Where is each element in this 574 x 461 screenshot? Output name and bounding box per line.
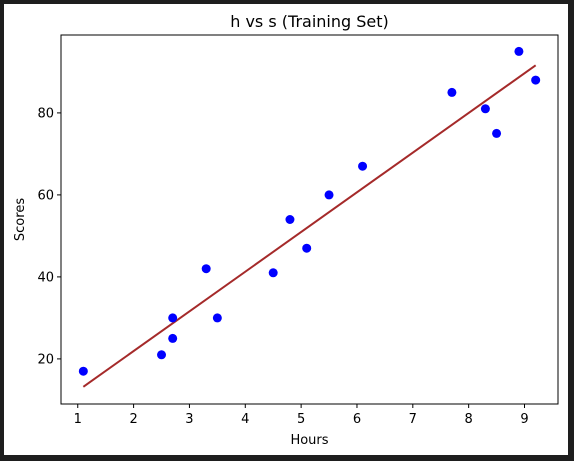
regression-line xyxy=(82,64,537,388)
data-point xyxy=(268,268,278,278)
data-point xyxy=(168,333,178,343)
x-tick-label: 2 xyxy=(129,412,137,427)
data-point xyxy=(358,161,368,171)
y-tick-label: 80 xyxy=(37,106,54,121)
data-point xyxy=(212,313,222,323)
data-point xyxy=(492,128,502,138)
data-point xyxy=(285,215,295,224)
data-point xyxy=(78,366,88,376)
x-axis-label: Hours xyxy=(290,433,328,448)
x-tick-label: 8 xyxy=(465,412,473,427)
axes-frame xyxy=(60,34,559,405)
x-tick-label: 7 xyxy=(409,412,417,427)
data-point xyxy=(324,190,334,200)
x-tick-label: 4 xyxy=(241,412,249,427)
data-point xyxy=(514,46,524,56)
data-point xyxy=(302,243,312,253)
plot-area: 1 2 3 4 5 6 7 8 9 20 40 60 80 xyxy=(37,34,559,427)
chart-title: h vs s (Training Set) xyxy=(230,12,389,31)
x-tick-label: 1 xyxy=(74,412,82,427)
data-point xyxy=(531,75,541,85)
data-point xyxy=(447,87,457,97)
y-tick-label: 20 xyxy=(37,352,54,367)
y-tick-label: 60 xyxy=(37,188,54,203)
data-point xyxy=(480,104,490,114)
chart-figure: h vs s (Training Set) 1 2 3 4 5 6 7 8 9 20 40 60 80 … xyxy=(4,4,568,455)
x-tick-label: 3 xyxy=(185,412,193,427)
scatter-chart: h vs s (Training Set) 1 2 3 4 5 6 7 8 920406080 … xyxy=(13,12,559,448)
y-axis-label: Scores xyxy=(13,198,28,241)
y-tick-label: 40 xyxy=(37,270,54,285)
data-point xyxy=(157,350,167,360)
x-tick-label: 9 xyxy=(520,412,528,427)
x-tick-label: 6 xyxy=(353,412,361,427)
x-tick-label: 5 xyxy=(297,412,305,427)
data-point xyxy=(168,313,178,323)
data-point xyxy=(201,264,211,274)
